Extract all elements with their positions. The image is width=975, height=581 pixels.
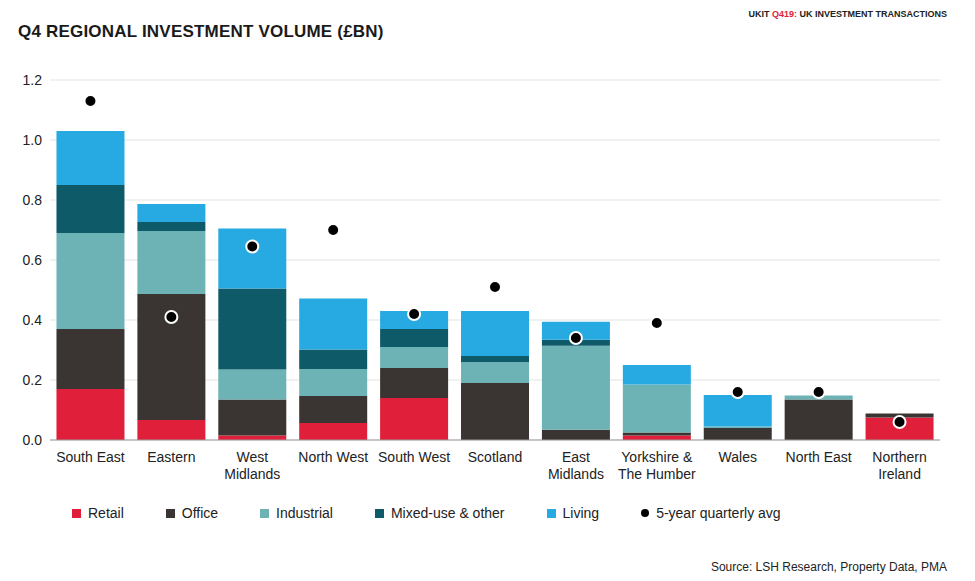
svg-text:South West: South West (378, 449, 450, 465)
svg-text:1.2: 1.2 (23, 72, 43, 88)
svg-text:North West: North West (298, 449, 368, 465)
html-text:UKIT Q419: UK INVESTMENT TRANS: UKIT Q419: UK INVESTMENT TRANSACTIONS (748, 9, 947, 19)
svg-text:Eastern: Eastern (147, 449, 195, 465)
svg-text:0.8: 0.8 (23, 192, 43, 208)
html-text:Office: Office (181, 505, 219, 521)
html-text:Q4 REGIONAL INVESTMENT VOLUME: Q4 REGIONAL INVESTMENT VOLUME (£BN) (18, 22, 384, 41)
svg-text:East: East (562, 449, 590, 465)
html-text:Source: LSH Research, Property: Source: LSH Research, Property Data, PMA (710, 560, 947, 574)
html-text:Retail: Retail (88, 505, 124, 521)
svg-text:Midlands: Midlands (224, 466, 280, 482)
svg-text:South East: South East (56, 449, 125, 465)
svg-text:1.0: 1.0 (23, 132, 43, 148)
svg-text:0.2: 0.2 (23, 372, 43, 388)
svg-text:North East: North East (786, 449, 852, 465)
html-text:Living: Living (562, 505, 600, 521)
svg-text:West: West (236, 449, 268, 465)
svg-text:0.0: 0.0 (23, 432, 43, 448)
svg-text:0.4: 0.4 (23, 312, 43, 328)
svg-text:Ireland: Ireland (878, 466, 921, 482)
svg-text:The Humber: The Humber (618, 466, 696, 482)
svg-text:Northern: Northern (872, 449, 926, 465)
svg-text:Midlands: Midlands (548, 466, 604, 482)
html-text:Mixed-use & other: Mixed-use & other (390, 505, 505, 521)
svg-text:Yorkshire &: Yorkshire & (621, 449, 693, 465)
html-text:5-year quarterly avg: 5-year quarterly avg (656, 505, 781, 521)
html-text:Industrial: Industrial (276, 505, 333, 521)
svg-text:Scotland: Scotland (468, 449, 522, 465)
svg-text:Wales: Wales (719, 449, 757, 465)
svg-text:0.6: 0.6 (23, 252, 43, 268)
